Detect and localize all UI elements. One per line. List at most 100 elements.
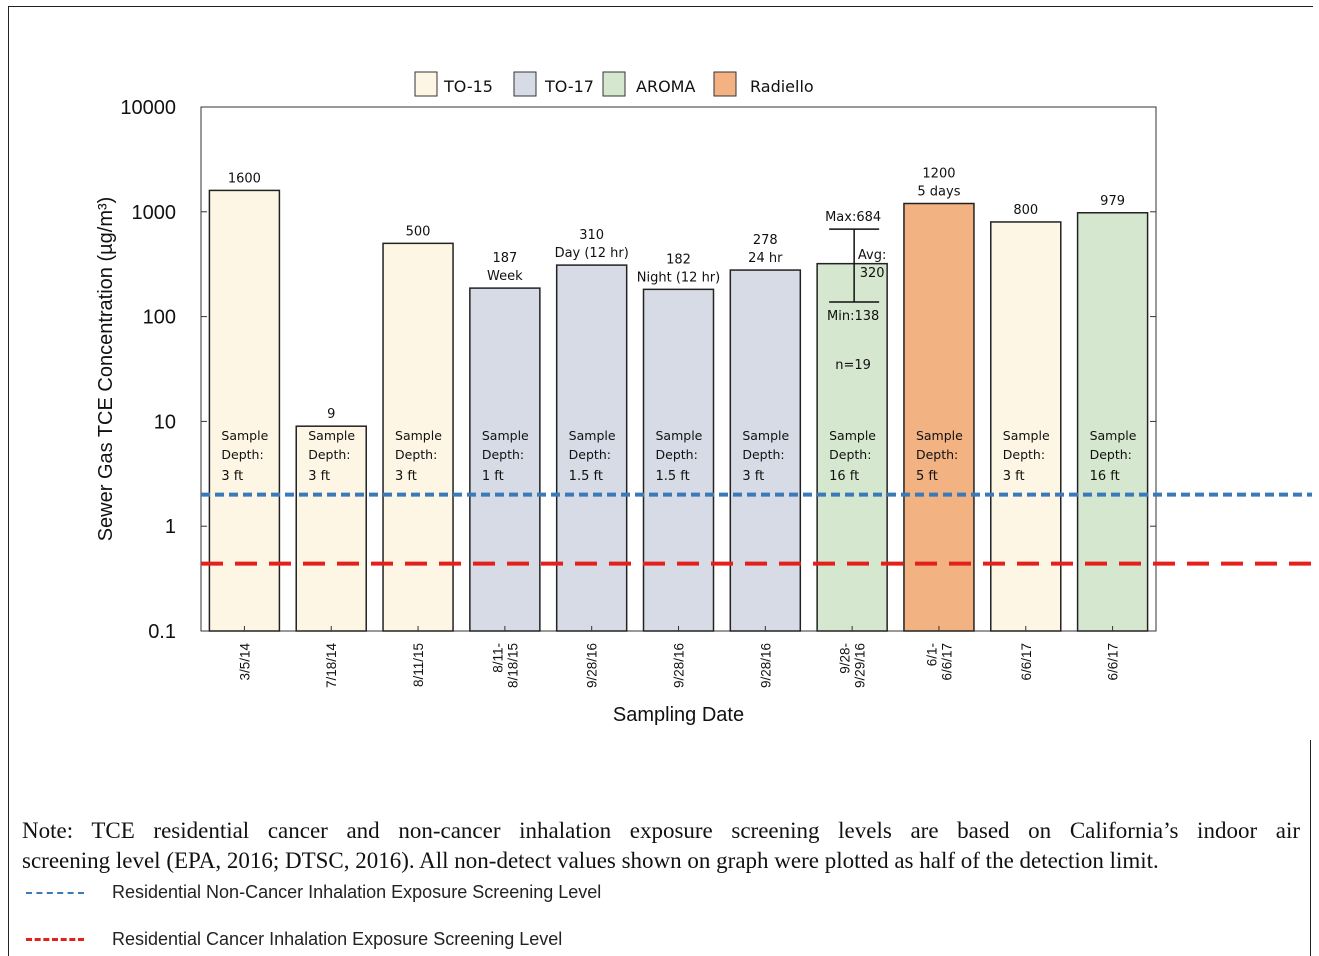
sample-depth-value: 3 ft	[395, 469, 417, 484]
legend-non-cancer-label: Residential Non-Cancer Inhalation Exposu…	[112, 882, 602, 902]
bar-value-label: 1200	[922, 167, 955, 182]
range-avg-value: 320	[860, 266, 885, 281]
y-tick-label: 100	[143, 307, 176, 329]
sample-depth-label: Sample	[569, 428, 616, 443]
bar-10	[990, 221, 1062, 632]
bar-3	[382, 242, 454, 632]
sample-depth-label: Sample	[742, 428, 789, 443]
x-date-label: 9/28/16	[585, 643, 600, 688]
bar-value-label: Night (12 hr)	[637, 270, 720, 285]
note-line-2: screening level (EPA, 2016; DTSC, 2016).…	[22, 848, 1159, 873]
sample-depth-label: Depth:	[742, 447, 784, 462]
bar-value-label: 278	[753, 233, 778, 248]
x-date-label: 3/5/14	[237, 643, 252, 681]
range-max-label: Max:684	[825, 210, 881, 225]
range-min-label: Min:138	[827, 309, 879, 324]
bar-value-label: Week	[487, 269, 523, 284]
legend-swatch-aroma	[602, 71, 626, 97]
sample-depth-label: Depth:	[829, 447, 871, 462]
sample-depth-value: 1 ft	[482, 469, 504, 484]
legend-label: AROMA	[636, 77, 695, 96]
sample-depth-value: 16 ft	[1090, 469, 1120, 484]
bar-value-label: 182	[666, 252, 691, 267]
x-date-label: 6/6/17	[939, 643, 954, 681]
bar-value-label: 187	[492, 251, 517, 266]
sample-depth-value: 1.5 ft	[569, 469, 603, 484]
sample-depth-label: Depth:	[1090, 447, 1132, 462]
sample-depth-label: Depth:	[1003, 447, 1045, 462]
y-tick-label: 10	[154, 411, 176, 433]
bar-2	[295, 425, 367, 632]
legend-non-cancer-line: Residential Non-Cancer Inhalation Exposu…	[26, 882, 601, 903]
sample-depth-label: Sample	[1003, 428, 1050, 443]
bar-1	[208, 189, 281, 632]
figure-frame-top	[8, 6, 1313, 7]
bar-11	[1076, 212, 1149, 632]
x-date-label: 6/6/17	[1106, 643, 1121, 681]
sample-depth-label: Sample	[916, 428, 963, 443]
note-line-1: Note: TCE residential cancer and non-can…	[22, 818, 1300, 843]
sample-depth-label: Sample	[482, 428, 529, 443]
sample-depth-value: 5 ft	[916, 469, 938, 484]
figure-frame-left	[8, 6, 9, 956]
legend-swatch-to-15	[414, 71, 438, 97]
y-tick-label: 10000	[120, 97, 176, 119]
sample-depth-label: Sample	[395, 428, 442, 443]
sample-depth-label: Sample	[221, 428, 268, 443]
bar-value-label: Day (12 hr)	[555, 246, 629, 261]
bar-6	[642, 288, 715, 632]
sample-depth-label: Sample	[829, 428, 876, 443]
x-date-label: 9/29/16	[853, 643, 868, 688]
x-date-label: 8/11/15	[411, 643, 426, 687]
legend-label: TO-17	[544, 77, 594, 96]
sample-depth-label: Depth:	[395, 447, 437, 462]
sample-depth-value: 3 ft	[742, 469, 764, 484]
sample-depth-value: 3 ft	[221, 469, 243, 484]
blue-dashed-line-swatch	[26, 891, 84, 894]
sample-depth-label: Depth:	[916, 447, 958, 462]
x-date-label: 6/1-	[924, 643, 939, 666]
sample-depth-label: Sample	[308, 428, 355, 443]
bar-value-label: 1600	[228, 171, 261, 186]
bar-9	[903, 202, 975, 632]
bar-5	[555, 264, 628, 632]
sample-depth-label: Depth:	[482, 447, 524, 462]
sample-depth-value: 16 ft	[829, 469, 859, 484]
x-date-label: 6/6/17	[1019, 643, 1034, 681]
legend-cancer-label: Residential Cancer Inhalation Exposure S…	[112, 929, 563, 949]
tce-bar-chart: 0.1 1 10 100 1000 10000 Sewer Gas TCE Concentr…	[95, 71, 1312, 726]
bar-8	[816, 262, 888, 632]
legend-swatch-radiello	[713, 71, 737, 97]
x-axis-label: Sampling Date	[613, 704, 744, 726]
bar-value-label: 9	[327, 407, 335, 422]
range-n-label: n=19	[835, 358, 871, 373]
bar-value-label: 800	[1013, 203, 1038, 218]
range-avg-label: Avg:	[858, 248, 886, 263]
x-date-label: 9/28/16	[672, 643, 687, 688]
bar-value-label: 310	[579, 228, 604, 243]
sample-depth-value: 3 ft	[1003, 469, 1025, 484]
bar-value-label: 500	[406, 224, 431, 239]
legend-swatch-to-17	[513, 71, 537, 97]
sample-depth-value: 3 ft	[308, 469, 330, 484]
x-date-label: 8/18/15	[505, 643, 520, 688]
x-date-label: 9/28-	[838, 643, 853, 674]
x-date-label: 8/11-	[490, 643, 505, 673]
sample-depth-label: Sample	[656, 428, 703, 443]
x-date-label: 7/18/14	[324, 643, 339, 689]
x-date-label: 9/28/16	[758, 643, 773, 688]
y-tick-label: 0.1	[148, 621, 176, 643]
bar-value-label: 5 days	[917, 185, 960, 200]
legend-label: Radiello	[750, 77, 814, 96]
sample-depth-value: 1.5 ft	[656, 469, 690, 484]
sample-depth-label: Depth:	[308, 447, 350, 462]
y-tick-label: 1	[165, 516, 176, 538]
red-dashed-line-swatch	[26, 938, 84, 941]
sample-depth-label: Depth:	[221, 447, 263, 462]
figure-frame-right	[1310, 740, 1311, 956]
legend-cancer-line: Residential Cancer Inhalation Exposure S…	[26, 929, 562, 950]
sample-depth-label: Sample	[1090, 428, 1137, 443]
bar-value-label: 979	[1100, 194, 1125, 209]
bar-value-label: 24 hr	[748, 251, 783, 266]
legend-label: TO-15	[443, 77, 493, 96]
